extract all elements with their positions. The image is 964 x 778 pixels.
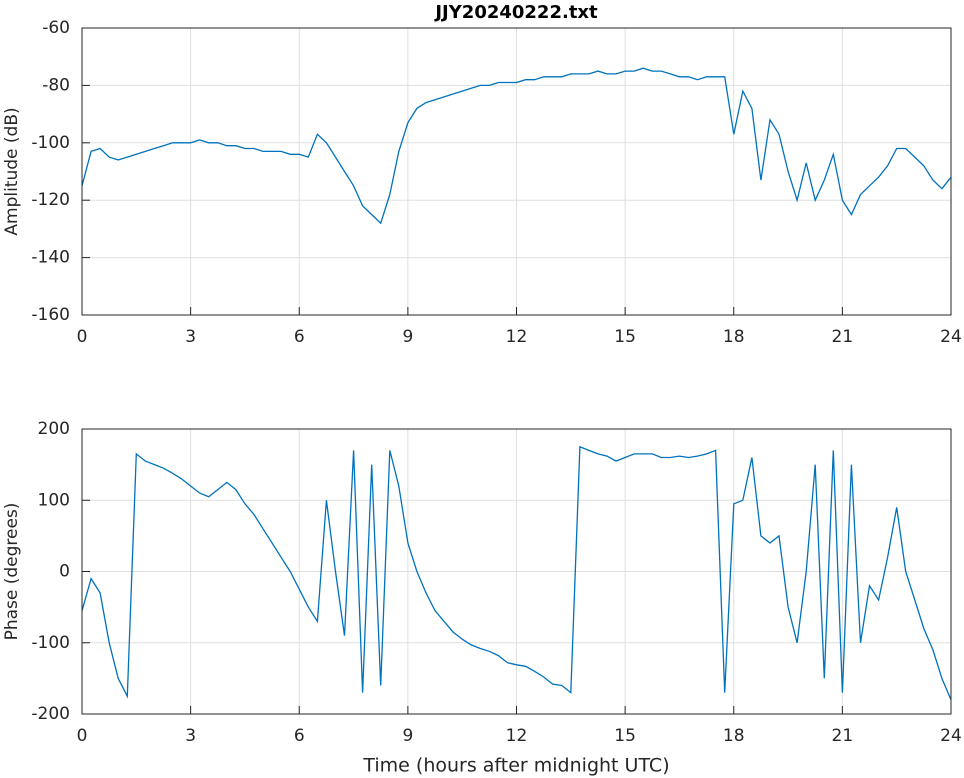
x-tick-label: 3 (185, 726, 196, 746)
x-tick-label: 24 (940, 327, 962, 347)
chart-title: JJY20240222.txt (433, 2, 598, 23)
y-axis-label: Amplitude (dB) (2, 107, 22, 235)
y-tick-label: 200 (38, 419, 70, 439)
x-tick-label: 24 (940, 726, 962, 746)
data-line (81, 67, 952, 225)
y-tick-label: -140 (31, 248, 70, 268)
x-tick-label: 0 (77, 726, 88, 746)
y-tick-label: 0 (59, 562, 70, 582)
y-tick-label: -80 (42, 75, 70, 95)
x-tick-label: 9 (402, 726, 413, 746)
x-tick-label: 12 (506, 726, 528, 746)
x-tick-label: 18 (723, 726, 745, 746)
axes-frame (81, 428, 952, 715)
y-tick-label: -100 (31, 133, 70, 153)
x-tick-label: 18 (723, 327, 745, 347)
x-tick-label: 9 (402, 327, 413, 347)
x-tick-label: 6 (294, 726, 305, 746)
x-tick-label: 3 (185, 327, 196, 347)
x-tick-label: 21 (832, 327, 854, 347)
x-tick-label: 21 (832, 726, 854, 746)
y-axis-label: Phase (degrees) (2, 503, 22, 641)
y-tick-label: 100 (38, 490, 70, 510)
y-tick-label: -60 (42, 18, 70, 38)
y-tick-label: -120 (31, 190, 70, 210)
x-tick-label: 15 (614, 327, 636, 347)
x-tick-label: 15 (614, 726, 636, 746)
x-tick-label: 0 (77, 327, 88, 347)
data-line (81, 445, 952, 701)
x-axis-label: Time (hours after midnight UTC) (362, 755, 669, 777)
axes-frame (81, 27, 952, 316)
y-tick-label: -160 (31, 305, 70, 325)
y-tick-label: -100 (31, 633, 70, 653)
x-tick-label: 6 (294, 327, 305, 347)
x-tick-label: 12 (506, 327, 528, 347)
y-tick-label: -200 (31, 704, 70, 724)
